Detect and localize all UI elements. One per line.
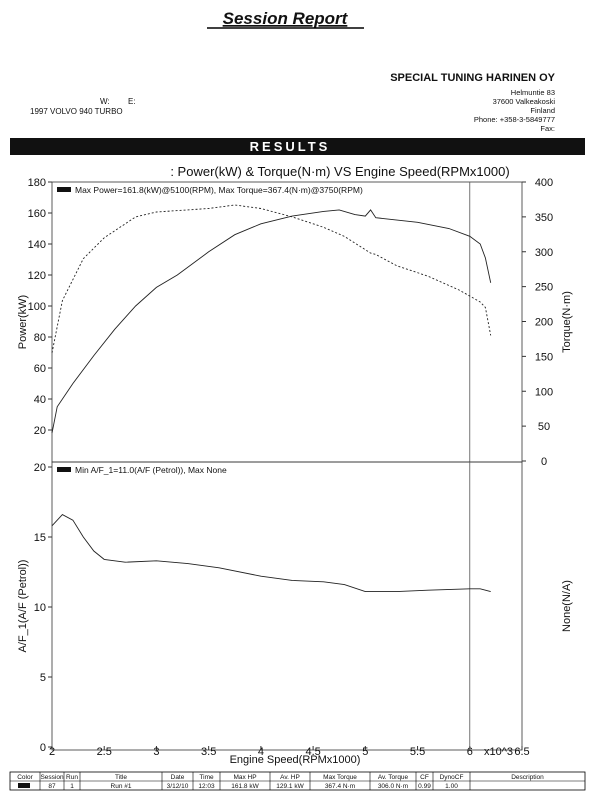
x-tick-label: 2.5 — [97, 746, 112, 758]
table-header: Session — [40, 774, 64, 781]
table-header: DynoCF — [440, 774, 464, 781]
table-header: Max Torque — [323, 774, 357, 781]
address-line: Helmuntie 83 — [511, 88, 555, 97]
y-tick-label: 100 — [28, 301, 46, 313]
table-cell: 367.4 N·m — [325, 783, 355, 790]
chart-title: : Power(kW) & Torque(N·m) VS Engine Spee… — [170, 164, 509, 179]
x-tick-label: 2 — [49, 746, 55, 758]
y-axis-label: Power(kW) — [17, 295, 29, 349]
table-cell: 129.1 kW — [276, 783, 304, 790]
table-header: Max HP — [233, 774, 256, 781]
y-tick-label: 20 — [34, 462, 46, 474]
y-tick-label: 60 — [34, 363, 46, 375]
y2-tick-label: 50 — [538, 421, 550, 433]
results-label: RESULTS — [250, 139, 331, 154]
table-header: Av. HP — [280, 774, 300, 781]
table-header: Time — [199, 774, 214, 781]
y2-tick-label: 200 — [535, 317, 553, 329]
y2-tick-label: 350 — [535, 212, 553, 224]
y-tick-label: 40 — [34, 394, 46, 406]
table-header: Description — [511, 774, 544, 781]
y2-tick-label: 0 — [541, 456, 547, 468]
table-header: Run — [66, 774, 78, 781]
table-cell: 87 — [48, 783, 56, 790]
e-label: E: — [128, 97, 136, 106]
table-header: CF — [420, 774, 429, 781]
table-cell: 306.0 N·m — [378, 783, 408, 790]
table-header: Av. Torque — [378, 774, 409, 781]
y2-axis-label: None(N/A) — [561, 580, 573, 632]
legend-text: Min A/F_1=11.0(A/F (Petrol)), Max None — [75, 465, 227, 475]
table-cell: 12:03 — [198, 783, 215, 790]
table-cell: 0.99 — [418, 783, 431, 790]
color-swatch — [18, 783, 30, 788]
plot-frame — [51, 461, 523, 751]
x-multiplier: x10^3 — [484, 746, 513, 758]
table-header: Color — [17, 774, 33, 781]
address-line: Fax: — [540, 124, 555, 133]
legend-text: Max Power=161.8(kW)@5100(RPM), Max Torqu… — [75, 185, 363, 195]
y-tick-label: 160 — [28, 208, 46, 220]
table-header: Date — [171, 774, 185, 781]
x-tick-label: 5 — [362, 746, 368, 758]
y-tick-label: 15 — [34, 532, 46, 544]
y-tick-label: 10 — [34, 602, 46, 614]
table-cell: 1.00 — [445, 783, 458, 790]
x-tick-label: 5.5 — [410, 746, 425, 758]
table-cell: 1 — [70, 783, 74, 790]
table-cell: 3/12/10 — [167, 783, 189, 790]
x-tick-label: 3 — [153, 746, 159, 758]
x-tick-label: 6 — [467, 746, 473, 758]
vehicle: 1997 VOLVO 940 TURBO — [30, 107, 123, 116]
y2-axis-label: Torque(N·m) — [561, 291, 573, 353]
w-label: W: — [100, 97, 110, 106]
series-line — [51, 514, 491, 593]
x-tick-label: 3.5 — [201, 746, 216, 758]
x-tick-label: 6.5 — [514, 746, 529, 758]
y-tick-label: 0 — [40, 742, 46, 754]
y2-tick-label: 100 — [535, 386, 553, 398]
address-line: Finland — [530, 106, 555, 115]
report-title: Session Report — [223, 9, 349, 28]
y2-tick-label: 150 — [535, 351, 553, 363]
y2-tick-label: 300 — [535, 247, 553, 259]
y2-tick-label: 250 — [535, 282, 553, 294]
y-tick-label: 20 — [34, 425, 46, 437]
charts: : Power(kW) & Torque(N·m) VS Engine Spee… — [17, 164, 573, 766]
y-axis-label: A/F_1(A/F (Petrol)) — [17, 560, 29, 653]
company-name: SPECIAL TUNING HARINEN OY — [390, 72, 555, 84]
address-line: 37600 Valkeakoski — [493, 97, 556, 106]
legend-swatch — [57, 467, 71, 472]
y-tick-label: 120 — [28, 270, 46, 282]
session-table: Color Session Run Title Date Time Max HP Av. HP… — [9, 771, 586, 791]
y-tick-label: 140 — [28, 239, 46, 251]
y2-tick-label: 400 — [535, 177, 553, 189]
y-tick-label: 80 — [34, 332, 46, 344]
table-cell: Run #1 — [111, 783, 132, 790]
table-cell: 161.8 kW — [231, 783, 259, 790]
address-line: Phone: +358-3-5849777 — [474, 115, 555, 124]
x-tick-label: 4.5 — [305, 746, 320, 758]
series-line — [51, 209, 492, 434]
x-axis-label: Engine Speed(RPMx1000) — [230, 754, 361, 766]
x-tick-label: 4 — [258, 746, 264, 758]
y-tick-label: 5 — [40, 672, 46, 684]
results-bar — [10, 138, 585, 155]
y-tick-label: 180 — [28, 177, 46, 189]
legend-swatch — [57, 187, 71, 192]
table-header: Title — [115, 774, 127, 781]
